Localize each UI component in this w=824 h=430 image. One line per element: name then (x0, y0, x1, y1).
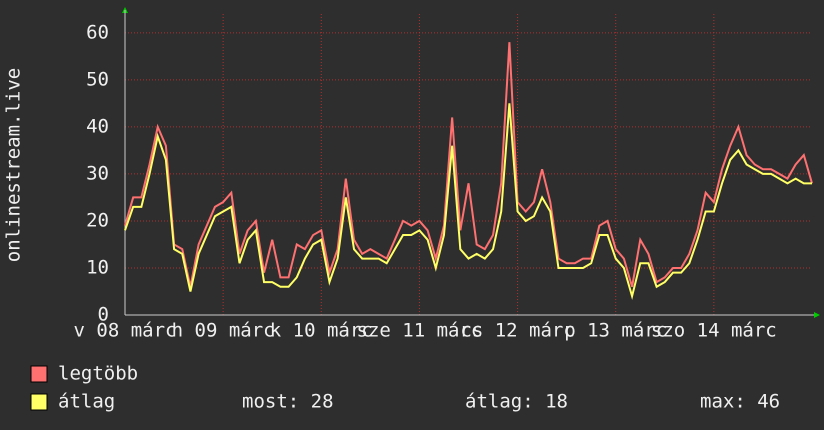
x-tick-label: k 10 márc (270, 320, 373, 342)
series-line (124, 103, 812, 301)
y-axis-label: onlinestream.live (3, 68, 25, 262)
stat-label: átlag: 18 (465, 391, 568, 413)
y-tick-label: 60 (86, 21, 109, 43)
x-tick-label: v 08 márc (74, 320, 177, 342)
legend-swatch (30, 393, 48, 411)
x-tick-label: sze 11 márc (357, 320, 483, 342)
y-tick-label: 10 (86, 256, 109, 278)
stat-label: max: 46 (700, 391, 780, 413)
x-tick-label: p 13 márc (564, 320, 667, 342)
x-tick-label: h 09 márc (172, 320, 275, 342)
y-tick-label: 50 (86, 68, 109, 90)
y-tick-label: 20 (86, 209, 109, 231)
y-tick-label: 30 (86, 162, 109, 184)
stat-label: most: 28 (242, 391, 334, 413)
x-tick-label: szo 14 márc (651, 320, 777, 342)
series-line (124, 42, 813, 288)
legend-label: átlag (58, 391, 115, 413)
legend-swatch (30, 365, 48, 383)
y-tick-label: 0 (98, 304, 109, 326)
y-tick-label: 40 (86, 115, 109, 137)
x-tick-label: cs 12 márc (460, 320, 574, 342)
axis-arrow (814, 312, 820, 318)
legend-label: legtöbb (58, 363, 138, 385)
